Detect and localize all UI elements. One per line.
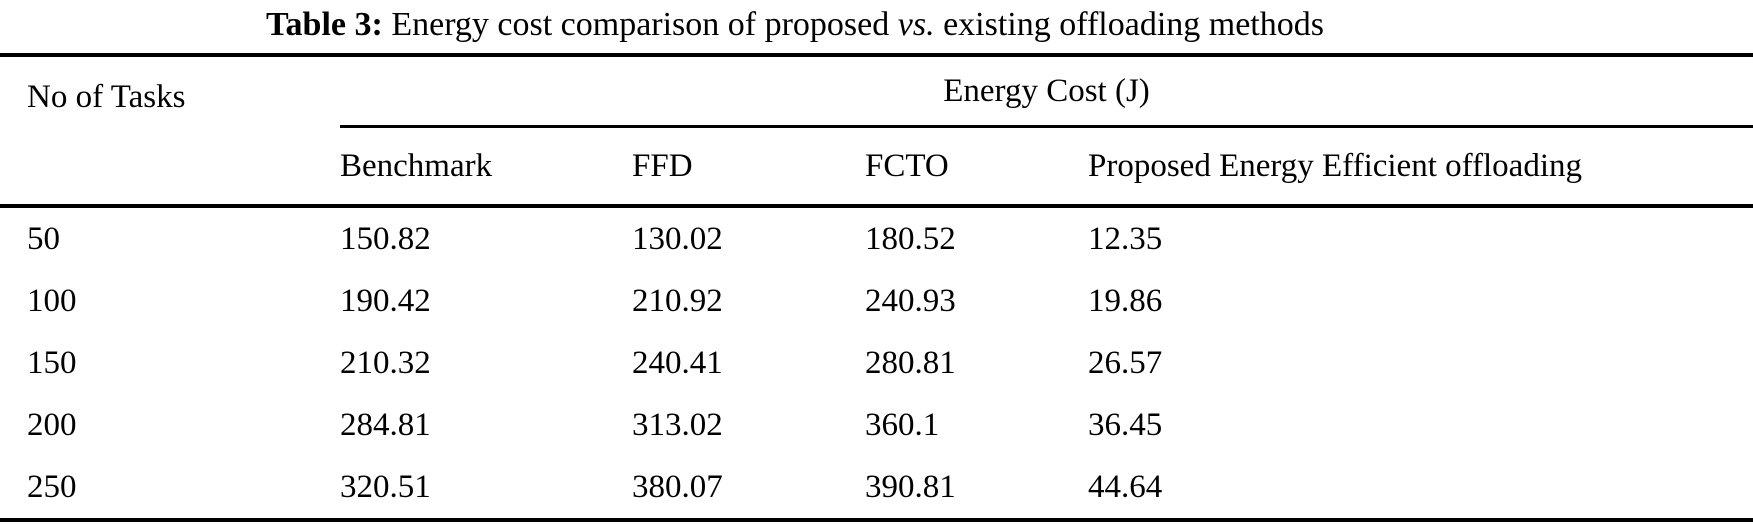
cell-ffd: 240.41 xyxy=(632,344,723,381)
cell-tasks: 50 xyxy=(27,220,60,257)
cell-fcto: 180.52 xyxy=(865,220,956,257)
table-body: 50 150.82 130.02 180.52 12.35 100 190.42… xyxy=(0,206,1753,520)
cell-proposed: 44.64 xyxy=(1088,468,1163,505)
method-header-proposed: Proposed Energy Efficient offloading xyxy=(1088,126,1753,208)
cell-benchmark: 320.51 xyxy=(340,468,431,505)
cell-benchmark: 150.82 xyxy=(340,220,431,257)
cell-fcto: 280.81 xyxy=(865,344,956,381)
table-row: 200 284.81 313.02 360.1 36.45 xyxy=(0,394,1753,456)
energy-cost-table: No of Tasks Energy Cost (J) Benchmark FF… xyxy=(0,53,1753,522)
cell-tasks: 250 xyxy=(27,468,77,505)
cell-ffd: 130.02 xyxy=(632,220,723,257)
no-of-tasks-header: No of Tasks xyxy=(0,55,340,208)
caption-text-before: Energy cost comparison of proposed xyxy=(391,6,890,43)
cell-benchmark: 210.32 xyxy=(340,344,431,381)
method-header-benchmark: Benchmark xyxy=(340,126,632,208)
cell-ffd: 380.07 xyxy=(632,468,723,505)
cell-benchmark: 284.81 xyxy=(340,406,431,443)
method-header-ffd: FFD xyxy=(632,126,865,208)
table-row: 100 190.42 210.92 240.93 19.86 xyxy=(0,270,1753,332)
table-row: 50 150.82 130.02 180.52 12.35 xyxy=(0,206,1753,270)
cell-ffd: 313.02 xyxy=(632,406,723,443)
method-header-fcto: FCTO xyxy=(865,126,1088,208)
table-caption: Table 3: Energy cost comparison of propo… xyxy=(0,0,1590,53)
cell-proposed: 26.57 xyxy=(1088,344,1163,381)
cell-fcto: 240.93 xyxy=(865,282,956,319)
cell-proposed: 12.35 xyxy=(1088,220,1163,257)
table-row: 150 210.32 240.41 280.81 26.57 xyxy=(0,332,1753,394)
caption-vs-italic: vs. xyxy=(897,6,935,43)
energy-cost-group-header: Energy Cost (J) xyxy=(340,55,1753,128)
table-header: No of Tasks Energy Cost (J) Benchmark FF… xyxy=(0,55,1753,208)
cell-benchmark: 190.42 xyxy=(340,282,431,319)
table-row: 250 320.51 380.07 390.81 44.64 xyxy=(0,456,1753,520)
cell-proposed: 19.86 xyxy=(1088,282,1163,319)
caption-table-number: Table 3: xyxy=(266,6,383,43)
cell-tasks: 100 xyxy=(27,282,77,319)
cell-fcto: 360.1 xyxy=(865,406,940,443)
cell-ffd: 210.92 xyxy=(632,282,723,319)
method-header-row: Benchmark FFD FCTO Proposed Energy Effic… xyxy=(0,126,1753,208)
group-header-row: No of Tasks Energy Cost (J) xyxy=(0,55,1753,208)
cell-tasks: 150 xyxy=(27,344,77,381)
cell-fcto: 390.81 xyxy=(865,468,956,505)
caption-text-after: existing offloading methods xyxy=(943,6,1324,43)
cell-proposed: 36.45 xyxy=(1088,406,1163,443)
cell-tasks: 200 xyxy=(27,406,77,443)
